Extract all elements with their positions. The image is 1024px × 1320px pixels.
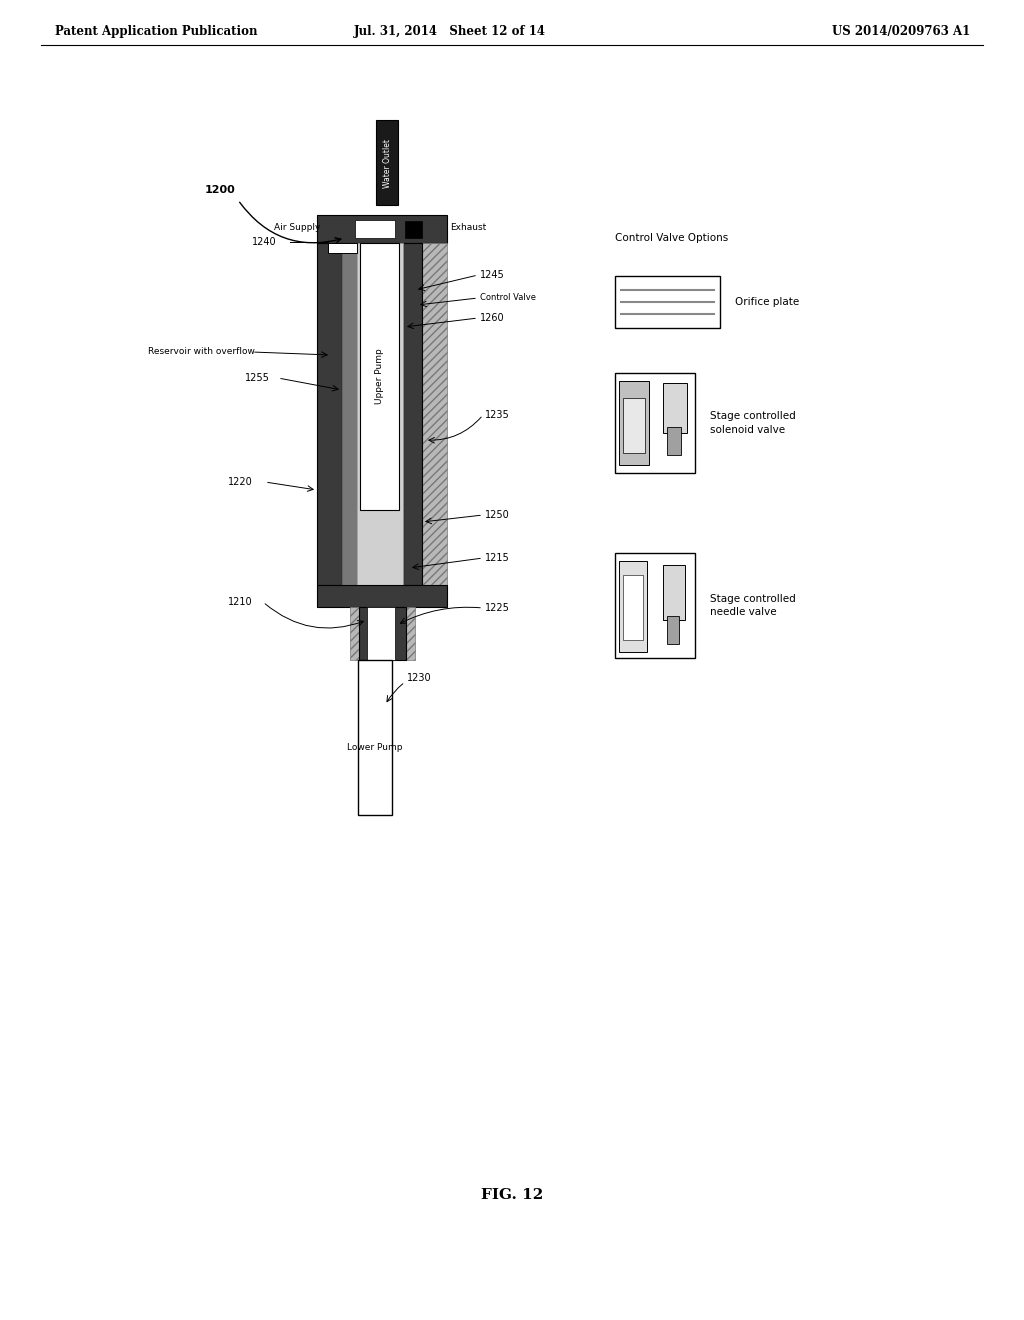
Bar	[623, 399, 645, 453]
Text: 1245: 1245	[480, 271, 505, 280]
Text: Upper Pump: Upper Pump	[375, 348, 384, 404]
Bar	[367, 607, 395, 660]
Text: 1225: 1225	[485, 603, 510, 612]
Text: Control Valve Options: Control Valve Options	[615, 234, 728, 243]
Text: Lower Pump: Lower Pump	[347, 743, 402, 752]
Bar	[350, 607, 415, 660]
Bar	[422, 243, 447, 585]
Text: US 2014/0209763 A1: US 2014/0209763 A1	[831, 25, 970, 38]
Text: Patent Application Publication: Patent Application Publication	[55, 25, 257, 38]
Bar	[358, 660, 392, 814]
Text: Air Supply: Air Supply	[273, 223, 319, 232]
Bar	[360, 243, 399, 510]
Text: 1210: 1210	[228, 597, 253, 607]
Bar	[615, 553, 695, 657]
Bar	[623, 576, 643, 640]
Bar	[376, 120, 398, 205]
Bar	[355, 220, 395, 238]
Bar	[403, 243, 422, 585]
Text: Stage controlled
solenoid valve: Stage controlled solenoid valve	[710, 412, 796, 434]
Text: Reservoir with overflow: Reservoir with overflow	[148, 347, 255, 356]
Text: Orifice plate: Orifice plate	[735, 297, 800, 308]
Bar	[342, 243, 357, 585]
Bar	[667, 616, 679, 644]
Text: 1215: 1215	[485, 553, 510, 564]
Bar	[615, 374, 695, 473]
Bar	[663, 383, 687, 433]
Bar	[615, 276, 720, 327]
Bar	[328, 243, 357, 253]
Text: Water Outlet: Water Outlet	[383, 139, 391, 187]
Bar	[357, 243, 403, 585]
Text: 1230: 1230	[407, 673, 432, 682]
Bar	[317, 215, 447, 243]
Text: 1220: 1220	[228, 477, 253, 487]
Text: 1235: 1235	[485, 411, 510, 420]
Bar	[317, 243, 342, 585]
Bar	[618, 381, 649, 465]
Text: 1200: 1200	[205, 185, 236, 195]
Text: Control Valve: Control Valve	[480, 293, 536, 302]
Text: Exhaust: Exhaust	[450, 223, 486, 232]
Bar	[406, 220, 422, 238]
Text: 1260: 1260	[480, 313, 505, 323]
Bar	[663, 565, 685, 620]
Bar	[317, 585, 447, 607]
Text: Stage controlled
needle valve: Stage controlled needle valve	[710, 594, 796, 618]
Text: Jul. 31, 2014   Sheet 12 of 14: Jul. 31, 2014 Sheet 12 of 14	[354, 25, 546, 38]
Bar	[359, 607, 406, 660]
Text: FIG. 12: FIG. 12	[481, 1188, 543, 1203]
Bar	[667, 426, 681, 455]
Text: 1240: 1240	[252, 238, 276, 247]
Text: 1250: 1250	[485, 510, 510, 520]
Text: 1255: 1255	[245, 374, 270, 383]
Bar	[618, 561, 647, 652]
